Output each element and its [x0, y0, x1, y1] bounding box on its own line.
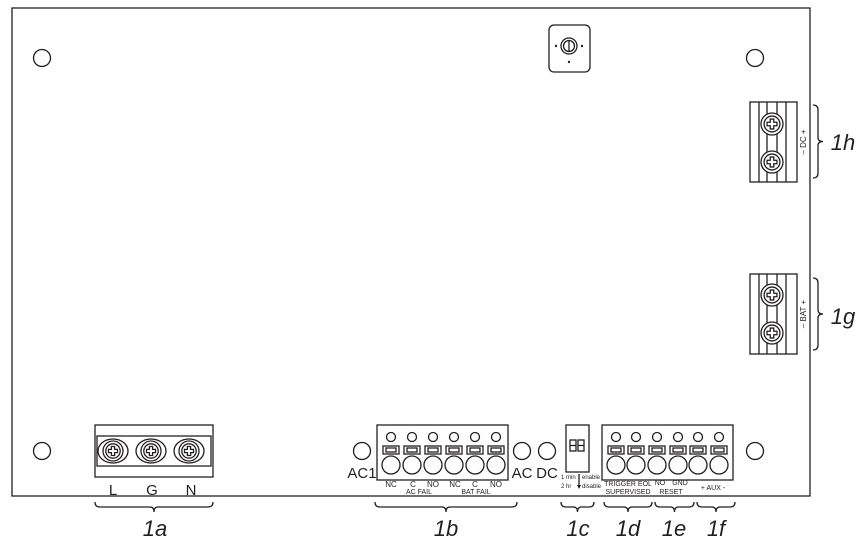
dip-1min-label: 1 min [561, 475, 576, 481]
relay-terminal-block [376, 424, 509, 481]
terminal-pin [709, 431, 729, 475]
terminal-pin [688, 431, 708, 475]
terminal-label-n: N [186, 482, 197, 499]
pin-label: NC [385, 480, 397, 489]
terminal-pin [626, 431, 646, 475]
dip-disable-label: disable [582, 484, 602, 490]
callout-1g: 1g [831, 304, 856, 329]
screw-icon [178, 440, 200, 462]
terminal-pin [465, 431, 485, 475]
pin-label: C [410, 480, 416, 489]
screw-icon [760, 321, 784, 345]
bat-fail-label: BAT FAIL [461, 489, 490, 496]
circuit-board [11, 7, 811, 497]
supervised-label: SUPERVISED [606, 489, 651, 496]
callout-1d: 1d [616, 516, 641, 541]
callout-braces [94, 104, 824, 513]
terminal-pin [647, 431, 667, 475]
trigger-eol-label: TRIGGER EOL [604, 481, 652, 488]
screw-icon [102, 440, 124, 462]
terminal-label-l: L [109, 482, 117, 499]
arrow-down-icon [577, 474, 581, 489]
terminal-pin [606, 431, 626, 475]
callout-1e: 1e [662, 516, 686, 541]
dc-output-terminal [749, 101, 798, 183]
ac-label: AC [512, 465, 533, 482]
pin-label: C [472, 480, 478, 489]
pin-label: NO [427, 480, 439, 489]
ac-fail-label: AC FAIL [406, 489, 432, 496]
bat-terminal-label: – BAT + [799, 299, 808, 328]
screw-icon [760, 283, 784, 307]
callout-1h: 1h [831, 130, 855, 155]
dip-switch[interactable] [565, 424, 590, 473]
reset-label: RESET [659, 489, 683, 496]
screw-icon [140, 440, 162, 462]
pin-label: NC [449, 480, 461, 489]
reset-gnd-label: GND [672, 480, 688, 487]
ac1-label: AC1 [347, 465, 376, 482]
terminal-pin [668, 431, 688, 475]
terminal-pin [423, 431, 443, 475]
mounting-holes [32, 48, 765, 461]
ac-led [512, 441, 532, 461]
ac1-led [352, 441, 372, 461]
dip-2hr-label: 2 hr [561, 484, 571, 490]
callout-1b: 1b [434, 516, 458, 541]
terminal-pin [486, 431, 506, 475]
dip-enable-label: enable [582, 475, 601, 481]
input-terminal-block [601, 424, 734, 481]
terminal-pin [444, 431, 464, 475]
dc-led [537, 441, 557, 461]
screw-icon [760, 150, 784, 174]
pin-label: NO [490, 480, 502, 489]
battery-terminal [749, 273, 798, 355]
callout-1c: 1c [566, 516, 589, 541]
aux-label: + AUX - [701, 485, 726, 492]
terminal-pin [402, 431, 422, 475]
screw-icon [760, 112, 784, 136]
terminal-label-g: G [146, 482, 158, 499]
callout-1a: 1a [143, 516, 167, 541]
terminal-pin [381, 431, 401, 475]
reset-no-label: NO [655, 480, 666, 487]
ac-input-terminal [94, 424, 214, 478]
dc-terminal-label: – DC + [799, 129, 808, 154]
dc-label: DC [536, 465, 558, 482]
potentiometer-icon [548, 24, 591, 73]
callout-1f: 1f [707, 516, 728, 541]
